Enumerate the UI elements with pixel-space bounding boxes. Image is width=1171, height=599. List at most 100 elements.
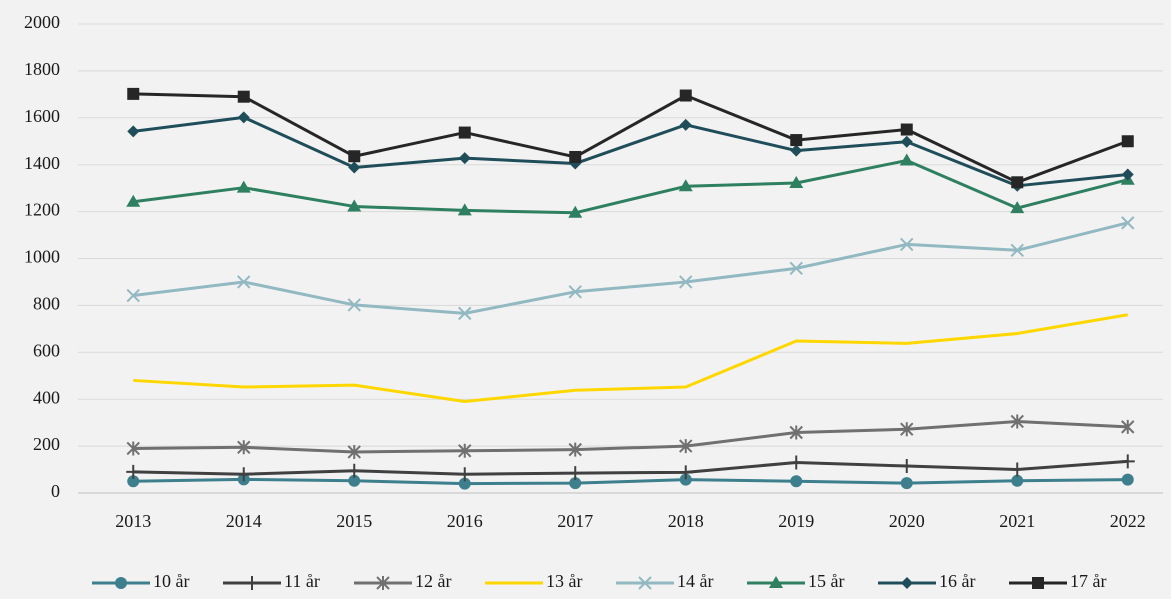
marker — [900, 422, 914, 437]
y-tick-label: 800 — [33, 294, 60, 314]
marker — [1011, 474, 1024, 487]
legend-label: 16 år — [939, 571, 975, 591]
x-tick-label: 2016 — [447, 511, 483, 531]
marker — [899, 459, 914, 474]
marker — [679, 439, 693, 454]
y-tick-label: 1600 — [24, 106, 60, 126]
marker — [790, 144, 803, 157]
marker — [127, 125, 140, 138]
legend-label: 10 år — [153, 571, 189, 591]
marker — [1010, 243, 1024, 258]
marker — [458, 477, 471, 490]
marker — [568, 285, 582, 299]
marker — [569, 477, 582, 490]
marker — [1121, 135, 1134, 148]
marker — [1121, 168, 1134, 181]
marker — [900, 237, 914, 252]
marker — [899, 153, 914, 166]
marker — [678, 179, 693, 192]
marker — [901, 577, 913, 589]
marker — [237, 111, 250, 124]
marker — [568, 442, 582, 457]
x-tick-label: 2020 — [889, 511, 925, 531]
marker — [1120, 454, 1135, 469]
marker — [1032, 577, 1044, 589]
y-tick-label: 1400 — [24, 153, 60, 173]
marker — [568, 466, 583, 481]
marker — [245, 576, 259, 590]
legend-label: 17 år — [1070, 571, 1106, 591]
marker — [347, 463, 362, 478]
marker — [458, 152, 471, 165]
marker — [236, 180, 251, 193]
x-tick-label: 2019 — [778, 511, 814, 531]
marker — [789, 455, 804, 470]
marker — [678, 465, 693, 480]
x-tick-label: 2015 — [336, 511, 372, 531]
marker — [789, 261, 803, 276]
marker — [237, 440, 251, 455]
marker — [568, 205, 583, 218]
legend-label: 11 år — [284, 571, 320, 591]
series-line — [133, 115, 1128, 188]
marker — [638, 576, 652, 590]
marker — [1010, 201, 1025, 214]
marker — [789, 175, 804, 188]
y-tick-label: 0 — [51, 481, 60, 501]
x-tick-label: 2017 — [557, 511, 593, 531]
marker — [1121, 216, 1135, 230]
marker — [900, 123, 913, 136]
marker — [1121, 473, 1134, 486]
marker — [900, 477, 913, 490]
marker — [1010, 414, 1024, 429]
marker — [790, 134, 803, 147]
series-line — [133, 92, 1129, 184]
marker — [458, 126, 471, 139]
marker — [679, 473, 692, 486]
y-tick-label: 2000 — [24, 12, 60, 32]
x-tick-label: 2014 — [226, 511, 262, 531]
y-tick-label: 1200 — [24, 200, 60, 220]
y-tick-label: 600 — [33, 340, 60, 360]
x-tick-label: 2021 — [999, 511, 1035, 531]
x-tick-label: 2022 — [1110, 511, 1146, 531]
marker — [1010, 462, 1025, 477]
marker — [126, 464, 141, 479]
marker — [790, 475, 803, 488]
marker — [458, 443, 472, 458]
marker — [789, 425, 803, 440]
marker — [457, 467, 472, 482]
y-tick-label: 1000 — [24, 247, 60, 267]
marker — [348, 150, 361, 163]
marker — [1121, 419, 1135, 434]
marker — [127, 475, 140, 488]
legend-label: 14 år — [677, 571, 713, 591]
marker — [127, 87, 140, 100]
marker — [458, 306, 472, 321]
x-tick-label: 2018 — [668, 511, 704, 531]
legend-label: 12 år — [415, 571, 451, 591]
marker — [376, 576, 390, 590]
marker — [126, 194, 141, 207]
legend-label: 13 år — [546, 571, 582, 591]
legend-label: 15 år — [808, 571, 844, 591]
marker — [347, 444, 361, 459]
series-line — [133, 459, 1128, 476]
y-tick-label: 400 — [33, 387, 60, 407]
marker — [347, 298, 361, 312]
series-line — [133, 313, 1129, 404]
marker — [236, 467, 251, 482]
marker — [1011, 176, 1024, 189]
series-line — [133, 419, 1128, 454]
marker — [115, 577, 127, 589]
series-line — [133, 158, 1129, 215]
marker — [457, 203, 472, 216]
x-tick-label: 2013 — [115, 511, 151, 531]
y-tick-label: 1800 — [24, 59, 60, 79]
series-line — [133, 477, 1128, 486]
marker — [348, 474, 361, 487]
marker — [679, 89, 692, 102]
marker — [569, 150, 582, 163]
